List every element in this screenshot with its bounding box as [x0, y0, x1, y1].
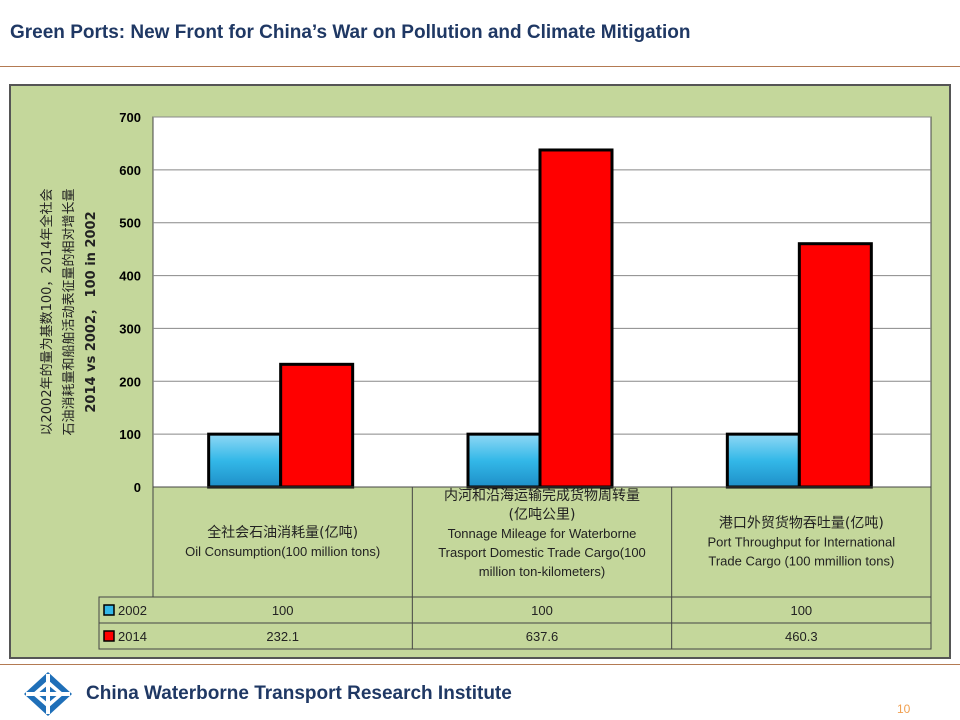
- y-tick-label: 700: [119, 110, 141, 125]
- data-label: 232.1: [266, 629, 299, 644]
- legend-swatch: [103, 604, 115, 616]
- data-label: 100: [531, 603, 553, 618]
- bar-2014-2: [538, 148, 614, 489]
- y-axis-label-line: 以2002年的量为基数100，2014年全社会: [39, 189, 55, 436]
- category-label: million ton-kilometers): [479, 564, 605, 579]
- legend-label: 2014: [118, 629, 147, 644]
- y-tick-label: 0: [134, 480, 141, 495]
- footer-organization: China Waterborne Transport Research Inst…: [86, 683, 512, 704]
- category-label: Tonnage Mileage for Waterborne: [448, 526, 637, 541]
- data-label: 637.6: [526, 629, 559, 644]
- category-label: 全社会石油消耗量(亿吨): [207, 524, 358, 541]
- bar-2002-2: [466, 432, 542, 489]
- category-label: 港口外贸货物吞吐量(亿吨): [719, 515, 884, 532]
- y-tick-label: 300: [119, 321, 141, 336]
- chart-panel: 0 100 200 300 400 500 600 700 以2002年的量为基数100，20…: [9, 84, 951, 659]
- y-axis-label-line: 石油消耗量和船舶活动表征量的相对增长量: [61, 188, 77, 435]
- institute-logo-icon: [24, 672, 72, 716]
- page-number: 10: [897, 702, 911, 716]
- category-label: Port Throughput for International: [708, 535, 896, 550]
- title-divider: [0, 66, 960, 67]
- table-row: [98, 622, 932, 650]
- footer-divider: [0, 664, 960, 665]
- legend-label: 2002: [118, 603, 147, 618]
- y-tick-label: 500: [119, 216, 141, 231]
- y-tick-label: 400: [119, 269, 141, 284]
- category-label: 内河和沿海运输完成货物周转量: [444, 487, 640, 504]
- bar-2014-1: [279, 362, 355, 489]
- y-tick-label: 200: [119, 374, 141, 389]
- y-tick-label: 100: [119, 427, 141, 442]
- y-axis-label-line: 2014 vs 2002， 100 in 2002: [84, 211, 99, 412]
- data-label: 100: [272, 603, 294, 618]
- category-label: Trasport Domestic Trade Cargo(100: [438, 545, 646, 560]
- legend-swatch: [103, 630, 115, 642]
- bar-2002-3: [725, 432, 801, 489]
- bar-chart: 0 100 200 300 400 500 600 700 以2002年的量为基数100，20…: [39, 110, 932, 650]
- category-label: (亿吨公里): [509, 507, 576, 523]
- slide-title: Green Ports: New Front for China’s War o…: [10, 22, 691, 43]
- data-label: 100: [790, 603, 812, 618]
- category-label: Oil Consumption(100 million tons): [185, 544, 380, 559]
- bar-2014-3: [797, 242, 873, 489]
- category-label: Trade Cargo (100 mmillion tons): [708, 554, 894, 569]
- data-label: 460.3: [785, 629, 818, 644]
- y-tick-label: 600: [119, 163, 141, 178]
- bar-2002-1: [207, 432, 283, 489]
